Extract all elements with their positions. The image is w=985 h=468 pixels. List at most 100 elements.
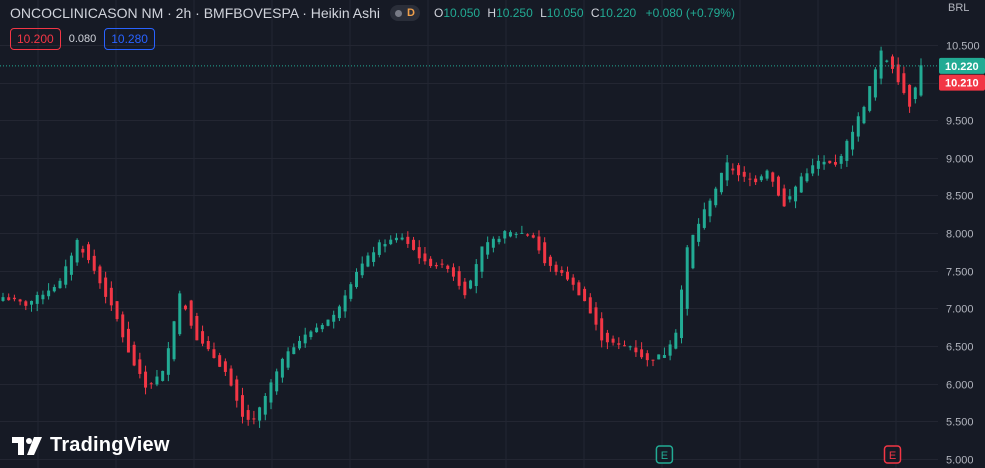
candle-body — [754, 178, 758, 183]
candle-body — [280, 358, 284, 378]
earnings-event-label: E — [889, 450, 896, 462]
candle-body — [565, 271, 569, 280]
candle-body — [662, 355, 666, 358]
candle-body — [115, 301, 119, 320]
candle-body — [166, 348, 170, 375]
candle-body — [286, 351, 290, 368]
candle-body — [389, 239, 393, 245]
y-axis-tick-label: 7.500 — [946, 267, 974, 279]
candle-body — [1, 297, 5, 301]
candle-body — [491, 238, 495, 248]
candle-body — [64, 266, 68, 285]
candle-body — [417, 247, 421, 259]
candle-body — [155, 376, 159, 385]
candle-body — [919, 65, 923, 96]
candle-body — [109, 287, 113, 306]
candle-body — [429, 258, 433, 267]
candle-body — [355, 271, 359, 287]
candle-body — [423, 253, 427, 262]
candle-body — [326, 319, 330, 326]
candle-body — [383, 244, 387, 247]
delayed-data-flag: D — [407, 7, 415, 19]
buy-price-button[interactable]: 10.280 — [104, 28, 155, 50]
high-label: H — [487, 6, 497, 20]
candle-body — [132, 344, 136, 366]
candle-body — [309, 331, 313, 338]
candle-body — [548, 256, 552, 266]
candle-body — [697, 223, 701, 242]
candle-body — [315, 327, 319, 333]
candle-body — [537, 236, 541, 251]
currency-label[interactable]: BRL — [948, 2, 970, 14]
candle-body — [69, 255, 73, 275]
candle-body — [343, 295, 347, 312]
candle-body — [799, 176, 803, 193]
y-axis-tick-label: 10.500 — [946, 41, 980, 53]
y-axis-tick-label: 5.000 — [946, 455, 974, 467]
candle-body — [75, 239, 79, 263]
candle-body — [526, 234, 530, 236]
candle-body — [908, 84, 912, 107]
candle-body — [702, 209, 706, 228]
candle-body — [623, 345, 627, 347]
low-value: 10.050 — [546, 6, 584, 20]
candle-body — [189, 300, 193, 326]
symbol-title[interactable]: ONCOCLINICASON NM · 2h · BMFBOVESPA · He… — [10, 5, 381, 21]
candle-body — [172, 321, 176, 360]
candle-body — [412, 239, 416, 250]
candle-body — [497, 238, 501, 243]
candle-body — [178, 293, 182, 335]
candle-body — [440, 263, 444, 265]
candle-body — [731, 168, 735, 171]
candle-body — [469, 280, 473, 289]
market-closed-dot-icon — [395, 9, 403, 17]
logo-text: TradingView — [50, 434, 170, 456]
candle-body — [554, 264, 558, 272]
candle-body — [560, 270, 564, 273]
candle-body — [651, 359, 655, 361]
candle-body — [320, 324, 324, 330]
candle-body — [508, 232, 512, 237]
candle-body — [742, 171, 746, 177]
candle-body — [640, 349, 644, 358]
candle-body — [275, 371, 279, 392]
candle-body — [446, 265, 450, 270]
candle-body — [748, 178, 752, 180]
candle-body — [805, 173, 809, 182]
candle-body — [12, 297, 16, 300]
y-axis-tick-label: 6.000 — [946, 380, 974, 392]
candle-body — [24, 301, 28, 306]
candle-body — [212, 349, 216, 358]
candle-body — [520, 232, 524, 234]
candle-body — [668, 344, 672, 356]
candle-body — [337, 306, 341, 319]
candle-body — [223, 361, 227, 372]
sell-price-button[interactable]: 10.200 — [10, 28, 61, 50]
candle-body — [400, 237, 404, 240]
candle-body — [873, 69, 877, 98]
candle-body — [292, 347, 296, 355]
candle-body — [725, 162, 729, 181]
earnings-event-icon[interactable]: E — [655, 445, 674, 464]
price-label: 10.210 — [945, 78, 979, 90]
tradingview-logo[interactable]: TradingView — [12, 434, 170, 457]
candle-body — [81, 248, 85, 253]
candle-body — [851, 131, 855, 150]
candle-body — [571, 277, 575, 285]
candle-body — [183, 305, 187, 310]
market-status-badge[interactable]: D — [390, 5, 420, 21]
candle-body — [674, 332, 678, 349]
candle-body — [263, 396, 267, 415]
candle-body — [372, 252, 376, 262]
candle-body — [463, 281, 467, 296]
candle-body — [240, 395, 244, 417]
candle-body — [862, 106, 866, 124]
candle-body — [451, 267, 455, 277]
candle-body — [839, 156, 843, 164]
candle-body — [235, 379, 239, 401]
candle-body — [737, 165, 741, 176]
earnings-event-icon[interactable]: E — [883, 445, 902, 464]
candle-body — [913, 87, 917, 100]
candle-body — [828, 160, 832, 164]
